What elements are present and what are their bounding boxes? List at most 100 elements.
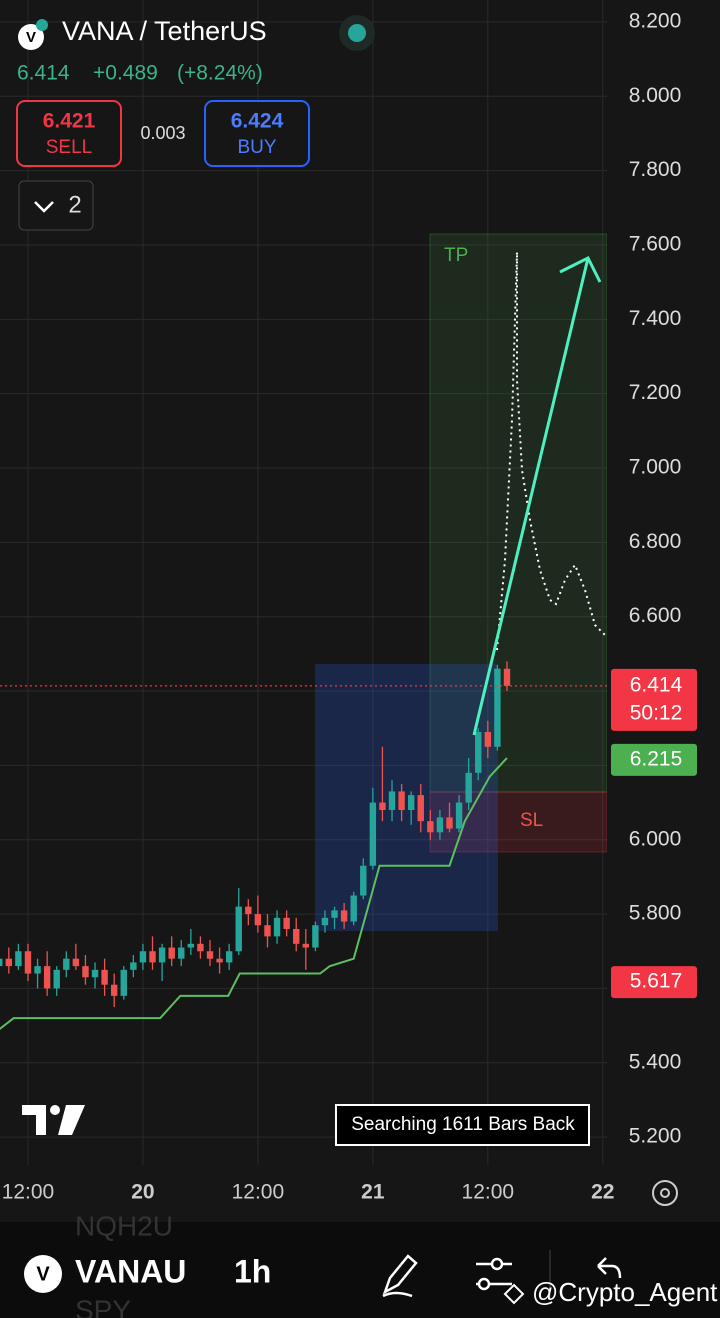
- status-text: Searching 1611 Bars Back: [351, 1114, 575, 1135]
- buy-button[interactable]: [204, 100, 310, 167]
- candle-body: [264, 925, 271, 937]
- indicator-icon[interactable]: [476, 1257, 512, 1291]
- candle-body: [494, 668, 501, 747]
- y-tick-label: 6.000: [629, 827, 682, 850]
- x-tick-label: 20: [131, 1181, 154, 1204]
- candle-body: [503, 668, 511, 686]
- candle-body: [120, 969, 127, 996]
- y-tick-label: 8.000: [629, 84, 682, 107]
- candle-body: [168, 947, 175, 959]
- candle-body: [312, 925, 319, 948]
- toolbar: [0, 1222, 720, 1318]
- tp-zone: [429, 233, 607, 793]
- candle-body: [245, 906, 252, 915]
- ghost-symbol-bottom: SPY: [75, 1294, 131, 1318]
- candle-body: [465, 772, 472, 803]
- y-tick-label: 7.800: [629, 158, 682, 181]
- draw-icon[interactable]: [382, 1254, 418, 1298]
- price-label-box: [611, 966, 697, 999]
- symbol-logo: [18, 24, 44, 50]
- candle-body: [178, 947, 185, 959]
- candle-body: [340, 910, 348, 922]
- projection: [472, 251, 606, 736]
- logo-letter: V: [26, 29, 36, 46]
- arrow-head: [559, 255, 602, 283]
- last-price-label: 6.414: [630, 673, 683, 696]
- price-label-box: [611, 743, 697, 776]
- candle-body: [455, 802, 463, 829]
- sell-button[interactable]: [16, 100, 122, 167]
- arrow: [472, 257, 590, 736]
- candle-body: [388, 791, 396, 810]
- candle-body: [34, 966, 41, 974]
- candle-body: [293, 928, 300, 944]
- indicator-count: 2: [68, 191, 81, 218]
- candle-body: [331, 910, 338, 918]
- candle-body: [235, 906, 242, 952]
- candle-body: [101, 969, 108, 985]
- candle-body: [53, 969, 60, 989]
- y-tick-label: 8.200: [629, 9, 682, 32]
- candle-body: [475, 731, 482, 773]
- x-tick-label: 12:00: [462, 1181, 515, 1204]
- candle-body: [417, 795, 424, 822]
- candle-body: [350, 895, 357, 922]
- settings-icon[interactable]: [652, 1180, 678, 1206]
- y-tick-label: 7.200: [629, 381, 682, 404]
- x-tick-label: 22: [591, 1181, 614, 1204]
- candle-body: [225, 951, 233, 963]
- last-price-box: [611, 668, 697, 731]
- candle-body: [149, 951, 156, 963]
- candle-body: [15, 951, 22, 967]
- buy-label: BUY: [237, 137, 276, 158]
- candle-body: [82, 966, 89, 978]
- candle-body: [321, 917, 329, 926]
- y-tick-label: 7.400: [629, 307, 682, 330]
- candle-body: [72, 958, 80, 967]
- x-tick-label: 21: [361, 1181, 385, 1204]
- x-tick-label: 12:00: [232, 1181, 285, 1204]
- ghost-symbol-top: NQH2U: [75, 1210, 173, 1241]
- change: +0.489: [93, 62, 158, 85]
- watermark: @Crypto_Agent: [532, 1277, 718, 1307]
- y-tick-label: 5.800: [629, 902, 682, 925]
- candle-body: [273, 917, 281, 937]
- candle-body: [216, 958, 223, 963]
- candle-body: [283, 917, 290, 929]
- settings-icon-inner: [660, 1188, 670, 1198]
- annotations: TP SL: [315, 233, 607, 931]
- undo-icon[interactable]: [597, 1257, 622, 1279]
- change-pct: (+8.24%): [177, 62, 263, 85]
- candle-body: [91, 969, 99, 978]
- candle-body: [254, 914, 262, 926]
- sell-label: SELL: [46, 137, 92, 158]
- candle-body: [407, 795, 415, 810]
- candle-body: [379, 802, 386, 810]
- footer-logo: [24, 1255, 62, 1293]
- y-tick-label: 5.200: [629, 1125, 682, 1148]
- y-tick-label: 5.400: [629, 1050, 682, 1073]
- candle-body: [446, 817, 453, 829]
- buy-price: 6.424: [231, 110, 284, 133]
- sl-label: SL: [520, 810, 543, 831]
- candle-body: [436, 817, 444, 833]
- candle-body: [427, 821, 434, 833]
- candle-body: [0, 958, 3, 967]
- footer-logo-letter: V: [36, 1263, 50, 1285]
- candle-body: [130, 962, 137, 970]
- interval[interactable]: 1h: [234, 1253, 271, 1289]
- candle-body: [187, 943, 195, 948]
- y-tick-label: 7.000: [629, 456, 682, 479]
- price-label: 5.617: [630, 970, 683, 993]
- status-box: [335, 1104, 590, 1146]
- candle-body: [484, 731, 492, 747]
- price-label: 6.215: [630, 747, 683, 770]
- indicators-toggle[interactable]: [18, 180, 94, 231]
- footer-symbol[interactable]: VANAU: [75, 1253, 186, 1289]
- candle-body: [398, 791, 405, 810]
- symbol[interactable]: VANA / TetherUS: [62, 16, 267, 46]
- exchange-badge: [36, 19, 48, 31]
- candle-body: [197, 943, 204, 952]
